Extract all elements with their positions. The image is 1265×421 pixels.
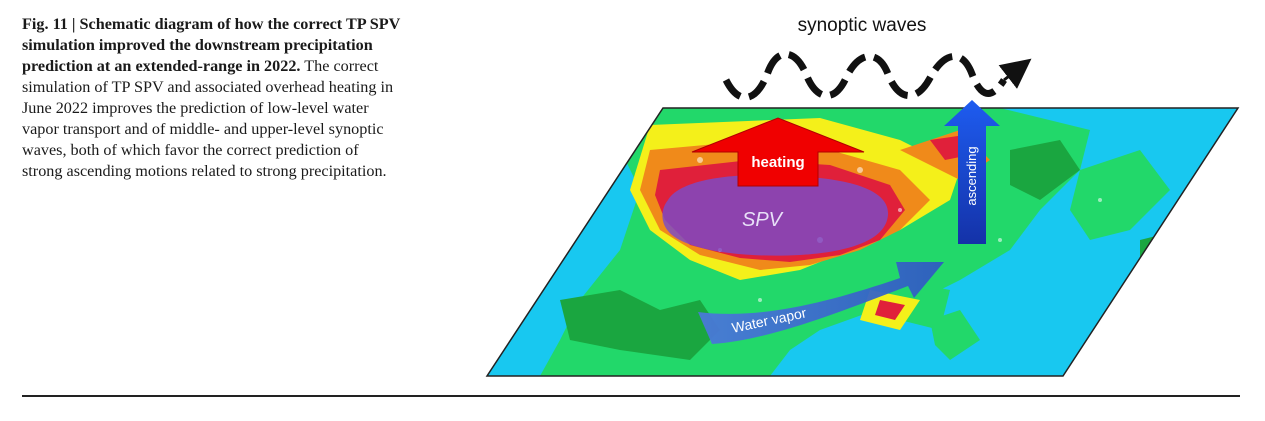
bottom-divider: [22, 395, 1240, 397]
heating-label: heating: [751, 154, 804, 171]
heating-arrow: heating: [691, 117, 865, 187]
synoptic-waves-label: synoptic waves: [798, 15, 927, 36]
ascending-label: ascending: [964, 146, 979, 205]
caption-body: The correct simulation of TP SPV and ass…: [22, 57, 394, 180]
spv-label: SPV: [742, 209, 784, 231]
spv-region: [662, 175, 889, 256]
synoptic-waves: synoptic waves: [722, 15, 1032, 101]
figure-caption: Fig. 11 | Schematic diagram of how the c…: [22, 14, 402, 182]
ascending-arrow: ascending: [944, 100, 1000, 244]
caption-figure-label: Fig. 11 | Schematic diagram of how the c…: [22, 15, 401, 75]
